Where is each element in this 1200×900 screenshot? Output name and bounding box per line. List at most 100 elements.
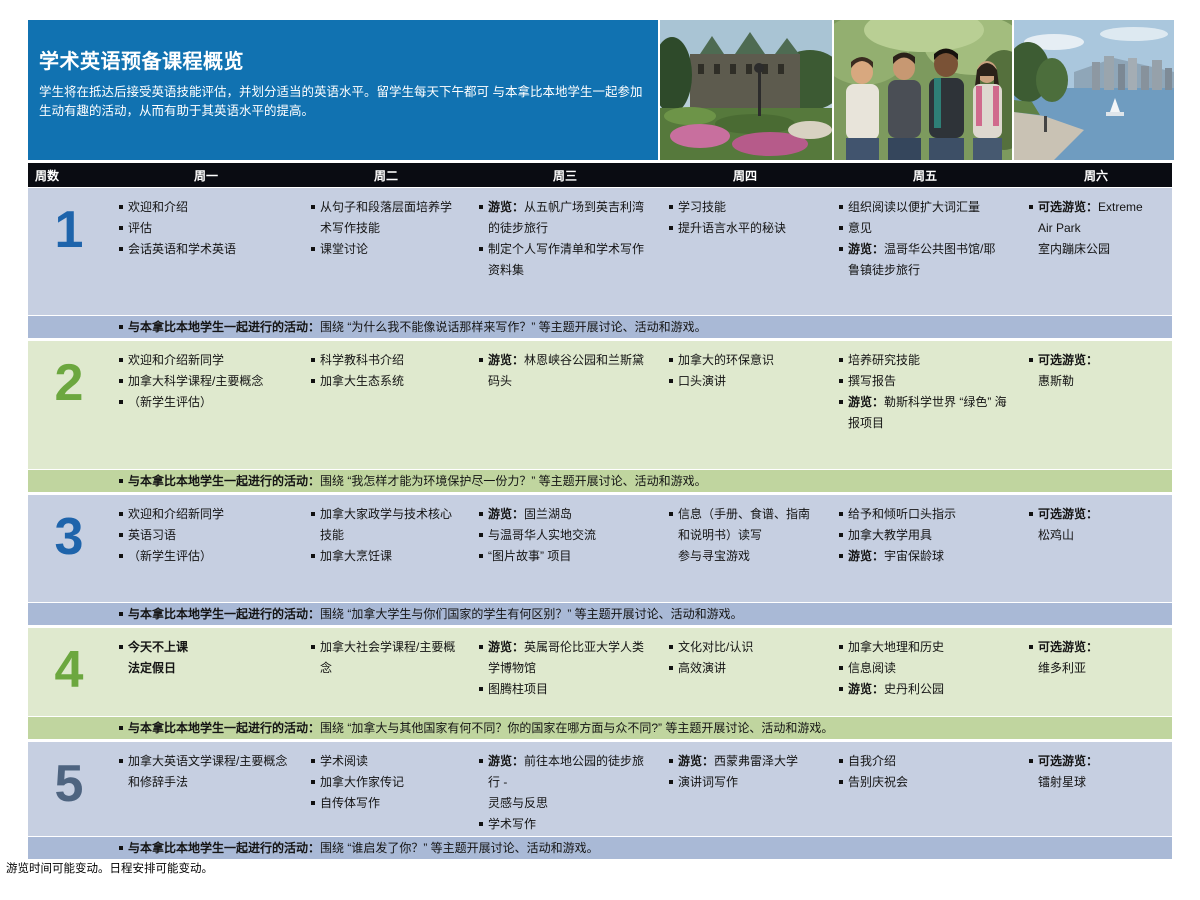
schedule-item: 可选游览： 维多利亚	[1028, 637, 1159, 679]
day-cell-wed: 游览：英属哥伦比亚大学人类学博物馆 图腾柱项目	[470, 628, 660, 716]
schedule-item: 今天不上课 法定假日	[118, 637, 289, 679]
day-cell-tue: 加拿大社会学课程/主要概念	[302, 628, 470, 716]
schedule-item: 与本拿比本地学生一起进行的活动：围绕 “谁启发了你？” 等主题开展讨论、活动和游…	[118, 841, 599, 855]
photo-students-group	[834, 20, 1012, 160]
schedule-item: 科学教科书介绍	[310, 350, 457, 371]
schedule-item: 文化对比/认识	[668, 637, 817, 658]
schedule-item: 欢迎和介绍	[118, 197, 289, 218]
schedule-item: 游览：前往本地公园的徒步旅行 - 灵感与反思	[478, 751, 647, 814]
schedule-item: 组织阅读以便扩大词汇量	[838, 197, 1007, 218]
schedule-item: 游览：勒斯科学世界 “绿色” 海报项目	[838, 392, 1007, 434]
schedule-item: （新学生评估）	[118, 392, 289, 413]
schedule-item: 学术阅读	[310, 751, 457, 772]
joint-activity-band: 与本拿比本地学生一起进行的活动：围绕 “谁启发了你？” 等主题开展讨论、活动和游…	[28, 837, 1172, 859]
day-cell-wed: 游览：前往本地公园的徒步旅行 - 灵感与反思 学术写作	[470, 742, 660, 836]
schedule-item: 告别庆祝会	[838, 772, 1007, 793]
week-number: 2	[54, 354, 84, 412]
table-header-row: 周数 周一 周二 周三 周四 周五 周六	[28, 163, 1172, 187]
schedule-item: 加拿大社会学课程/主要概念	[310, 637, 457, 679]
top-banner: 学术英语预备课程概览 学生将在抵达后接受英语技能评估，并划分适当的英语水平。留学…	[28, 20, 1174, 160]
day-cell-sat: 可选游览： 惠斯勒	[1020, 341, 1172, 469]
schedule-item: 评估	[118, 218, 289, 239]
joint-activity-band: 与本拿比本地学生一起进行的活动：围绕 “加拿大与其他国家有何不同？你的国家在哪方…	[28, 717, 1172, 739]
day-cell-sat: 可选游览： 镭射星球	[1020, 742, 1172, 836]
schedule-item: 口头演讲	[668, 371, 817, 392]
schedule-item: 游览：林恩峡谷公园和兰斯黛码头	[478, 350, 647, 392]
column-header-2: 周二	[373, 168, 398, 183]
schedule-item: 与本拿比本地学生一起进行的活动：围绕 “加拿大学生与你们国家的学生有何区别？” …	[118, 607, 743, 621]
week-row-2: 2 欢迎和介绍新同学 加拿大科学课程/主要概念 （新学生评估） 科学教科书介绍 加拿大生态…	[28, 341, 1172, 469]
intro-panel: 学术英语预备课程概览 学生将在抵达后接受英语技能评估，并划分适当的英语水平。留学…	[28, 20, 658, 160]
day-cell-sat: 可选游览： 松鸡山	[1020, 495, 1172, 602]
schedule-item: 会话英语和学术英语	[118, 239, 289, 260]
day-cell-fri: 组织阅读以便扩大词汇量 意见 游览：温哥华公共图书馆/耶鲁镇徒步旅行	[830, 188, 1020, 315]
schedule-item: 可选游览： 松鸡山	[1028, 504, 1159, 546]
page-title: 学术英语预备课程概览	[39, 51, 244, 73]
schedule-item: 课堂讨论	[310, 239, 457, 260]
column-header-5: 周五	[912, 168, 937, 183]
photo-vancouver-waterfront	[1014, 20, 1174, 160]
week-row-3: 3 欢迎和介绍新同学 英语习语 （新学生评估） 加拿大家政学与技术核心技能 加拿大烹饪课游…	[28, 495, 1172, 602]
photo-strip	[660, 20, 1174, 160]
column-header-1: 周一	[193, 168, 218, 183]
schedule-item: 演讲词写作	[668, 772, 817, 793]
day-cell-wed: 游览：从五帆广场到英吉利湾的徒步旅行 制定个人写作清单和学术写作资料集	[470, 188, 660, 315]
day-cell-wed: 游览：固兰湖岛 与温哥华人实地交流 “图片故事” 项目	[470, 495, 660, 602]
day-cell-fri: 给予和倾听口头指示 加拿大教学用具 游览：宇宙保龄球	[830, 495, 1020, 602]
schedule-item: 信息阅读	[838, 658, 1007, 679]
week-number: 3	[54, 508, 84, 566]
column-header-4: 周四	[732, 168, 757, 183]
day-cell-tue: 加拿大家政学与技术核心技能 加拿大烹饪课	[302, 495, 470, 602]
day-cell-thu: 文化对比/认识 高效演讲	[660, 628, 830, 716]
schedule-item: 加拿大教学用具	[838, 525, 1007, 546]
schedule-item: 与本拿比本地学生一起进行的活动：围绕 “我怎样才能为环境保护尽一份力？” 等主题…	[118, 474, 707, 488]
joint-activity-band: 与本拿比本地学生一起进行的活动：围绕 “加拿大学生与你们国家的学生有何区别？” …	[28, 603, 1172, 625]
page-description: 学生将在抵达后接受英语技能评估，并划分适当的英语水平。留学生每天下午都可 与本拿…	[39, 85, 643, 118]
schedule-item: 学习技能	[668, 197, 817, 218]
schedule-item: 与温哥华人实地交流	[478, 525, 647, 546]
week-row-4: 4 今天不上课 法定假日 加拿大社会学课程/主要概念 游览：英属哥伦比亚大学人类学博物…	[28, 628, 1172, 716]
day-cell-thu: 游览：西蒙弗雷泽大学 演讲词写作	[660, 742, 830, 836]
schedule-item: 加拿大生态系统	[310, 371, 457, 392]
schedule-item: 加拿大英语文学课程/主要概念和修辞手法	[118, 751, 289, 793]
schedule-item: 可选游览：Extreme Air Park 室内蹦床公园	[1028, 197, 1159, 260]
schedule-item: 制定个人写作清单和学术写作资料集	[478, 239, 647, 281]
schedule-item: 学术写作	[478, 814, 647, 835]
schedule-table: 周数 周一 周二 周三 周四 周五 周六 1 欢迎和介绍 评估 会话英语和学术英语 从句子和段落层面…	[28, 163, 1172, 859]
schedule-item: 欢迎和介绍新同学	[118, 350, 289, 371]
schedule-item: 加拿大的环保意识	[668, 350, 817, 371]
day-cell-mon: 欢迎和介绍 评估 会话英语和学术英语	[110, 188, 302, 315]
schedule-item: 英语习语	[118, 525, 289, 546]
schedule-item: “图片故事” 项目	[478, 546, 647, 567]
schedule-item: 从句子和段落层面培养学术写作技能	[310, 197, 457, 239]
column-header-6: 周六	[1083, 168, 1108, 183]
day-cell-mon: 今天不上课 法定假日	[110, 628, 302, 716]
day-cell-mon: 加拿大英语文学课程/主要概念和修辞手法	[110, 742, 302, 836]
schedule-item: 图腾柱项目	[478, 679, 647, 700]
day-cell-sat: 可选游览： 维多利亚	[1020, 628, 1172, 716]
schedule-item: 自传体写作	[310, 793, 457, 814]
schedule-item: 欢迎和介绍新同学	[118, 504, 289, 525]
schedule-item: 加拿大作家传记	[310, 772, 457, 793]
schedule-item: 游览：史丹利公园	[838, 679, 1007, 700]
schedule-item: 加拿大科学课程/主要概念	[118, 371, 289, 392]
schedule-item: 意见	[838, 218, 1007, 239]
day-cell-thu: 信息（手册、食谱、指南和说明书）读写 参与寻宝游戏	[660, 495, 830, 602]
day-cell-mon: 欢迎和介绍新同学 英语习语 （新学生评估）	[110, 495, 302, 602]
schedule-item: 游览：温哥华公共图书馆/耶鲁镇徒步旅行	[838, 239, 1007, 281]
week-number: 4	[54, 641, 84, 699]
week-row-1: 1 欢迎和介绍 评估 会话英语和学术英语 从句子和段落层面培养学术写作技能 课堂讨论 游览：…	[28, 188, 1172, 315]
schedule-item: 撰写报告	[838, 371, 1007, 392]
footnote: 游览时间可能变动。日程安排可能变动。	[6, 863, 213, 875]
day-cell-fri: 培养研究技能 撰写报告 游览：勒斯科学世界 “绿色” 海报项目	[830, 341, 1020, 469]
day-cell-tue: 学术阅读 加拿大作家传记 自传体写作	[302, 742, 470, 836]
joint-activity-band: 与本拿比本地学生一起进行的活动：围绕 “为什么我不能像说话那样来写作？” 等主题…	[28, 316, 1172, 338]
schedule-item: 培养研究技能	[838, 350, 1007, 371]
table-body: 1 欢迎和介绍 评估 会话英语和学术英语 从句子和段落层面培养学术写作技能 课堂讨论 游览：…	[28, 188, 1172, 859]
day-cell-wed: 游览：林恩峡谷公园和兰斯黛码头	[470, 341, 660, 469]
day-cell-thu: 加拿大的环保意识 口头演讲	[660, 341, 830, 469]
schedule-item: 可选游览： 惠斯勒	[1028, 350, 1159, 392]
schedule-item: 加拿大家政学与技术核心技能	[310, 504, 457, 546]
joint-activity-band: 与本拿比本地学生一起进行的活动：围绕 “我怎样才能为环境保护尽一份力？” 等主题…	[28, 470, 1172, 492]
